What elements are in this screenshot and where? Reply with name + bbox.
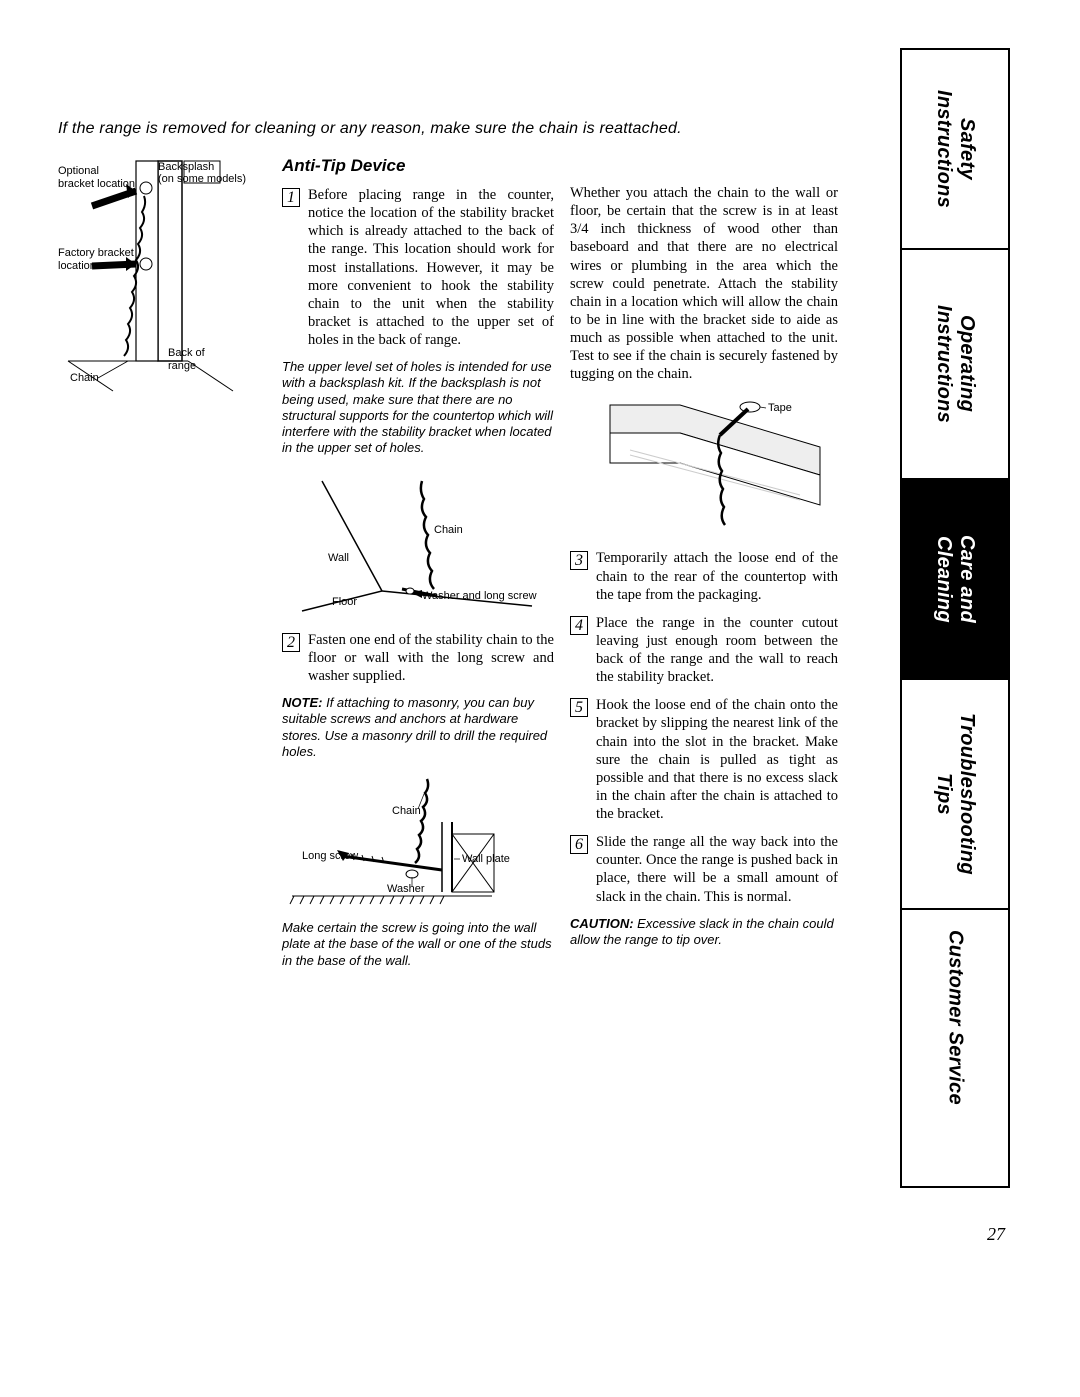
- upper-holes-note: The upper level set of holes is intended…: [282, 359, 554, 457]
- tab-customer-service[interactable]: Customer Service: [902, 910, 1008, 1124]
- right-para: Whether you attach the chain to the wall…: [570, 184, 838, 383]
- figure-3-wallplate: Chain Long screw Washer Wall plate: [282, 774, 554, 914]
- step-6: 6 Slide the range all the way back into …: [570, 833, 838, 906]
- section-tabs-sidebar: Safety Instructions Operating Instructio…: [900, 48, 1010, 1188]
- svg-text:location: location: [58, 260, 96, 272]
- caution-note: CAUTION: Excessive slack in the chain co…: [570, 916, 838, 949]
- figure-2-corner: Wall Chain Floor Washer and long screw: [282, 471, 554, 621]
- step-4: 4 Place the range in the counter cutout …: [570, 614, 838, 687]
- fig1-lbl-factory: Factory bracket: [58, 247, 134, 259]
- masonry-note: NOTE: If attaching to masonry, you can b…: [282, 695, 554, 760]
- step-num-icon: 3: [570, 551, 588, 570]
- step-3: 3 Temporarily attach the loose end of th…: [570, 549, 838, 603]
- col-left: Optional bracket location Backsplash (on…: [58, 156, 266, 983]
- fig1-lbl-chain: Chain: [70, 372, 99, 384]
- step-num-icon: 1: [282, 188, 300, 207]
- step-4-body: Place the range in the counter cutout le…: [596, 614, 838, 687]
- note-body: If attaching to masonry, you can buy sui…: [282, 695, 547, 759]
- step-2-body: Fasten one end of the stability chain to…: [308, 631, 554, 685]
- fig1-lbl-back: Back of: [168, 347, 206, 359]
- column-wrap: Optional bracket location Backsplash (on…: [58, 156, 838, 983]
- step-2: 2 Fasten one end of the stability chain …: [282, 631, 554, 685]
- fig1-lbl-optional: Optional: [58, 165, 99, 177]
- fig3-lbl-chain: Chain: [392, 805, 421, 817]
- col-right: Whether you attach the chain to the wall…: [570, 156, 838, 983]
- page-content: If the range is removed for cleaning or …: [58, 120, 838, 983]
- step-5: 5 Hook the loose end of the chain onto t…: [570, 696, 838, 823]
- fig4-lbl-tape: Tape: [768, 402, 792, 414]
- intro-line: If the range is removed for cleaning or …: [58, 120, 838, 138]
- step-3-body: Temporarily attach the loose end of the …: [596, 549, 838, 603]
- step-num-icon: 6: [570, 835, 588, 854]
- tab-operating[interactable]: Operating Instructions: [902, 250, 1008, 480]
- tab-care-cleaning[interactable]: Care and Cleaning: [902, 480, 1008, 680]
- step-6-body: Slide the range all the way back into th…: [596, 833, 838, 906]
- step-5-body: Hook the loose end of the chain onto the…: [596, 696, 838, 823]
- fig1-lbl-backsplash: Backsplash: [158, 161, 214, 173]
- svg-text:bracket location: bracket location: [58, 178, 135, 190]
- fig3-lbl-wallplate: Wall plate: [462, 853, 510, 865]
- svg-text:range: range: [168, 360, 196, 372]
- fig2-lbl-chain: Chain: [434, 524, 463, 536]
- fig3-caption: Make certain the screw is going into the…: [282, 920, 554, 969]
- page-number: 27: [987, 1224, 1005, 1245]
- step-num-icon: 4: [570, 616, 588, 635]
- tab-troubleshooting[interactable]: Troubleshooting Tips: [902, 680, 1008, 910]
- fig3-lbl-washer: Washer: [387, 883, 425, 895]
- fig2-lbl-washer: Washer and long screw: [422, 590, 537, 602]
- step-num-icon: 2: [282, 633, 300, 652]
- fig3-lbl-longscrew: Long screw: [302, 850, 358, 862]
- note-label: NOTE:: [282, 695, 322, 710]
- step-1: 1 Before placing range in the counter, n…: [282, 186, 554, 349]
- caution-label: CAUTION:: [570, 916, 634, 931]
- col-mid: Anti-Tip Device 1 Before placing range i…: [282, 156, 554, 983]
- fig2-lbl-floor: Floor: [332, 596, 357, 608]
- step-num-icon: 5: [570, 698, 588, 717]
- step-1-body: Before placing range in the counter, not…: [308, 186, 554, 349]
- section-heading: Anti-Tip Device: [282, 156, 554, 176]
- tab-safety[interactable]: Safety Instructions: [902, 50, 1008, 250]
- figure-4-tape: Tape: [570, 395, 838, 535]
- figure-1-range-back: Optional bracket location Backsplash (on…: [58, 156, 266, 401]
- fig2-lbl-wall: Wall: [328, 552, 349, 564]
- svg-text:(on some models): (on some models): [158, 173, 246, 185]
